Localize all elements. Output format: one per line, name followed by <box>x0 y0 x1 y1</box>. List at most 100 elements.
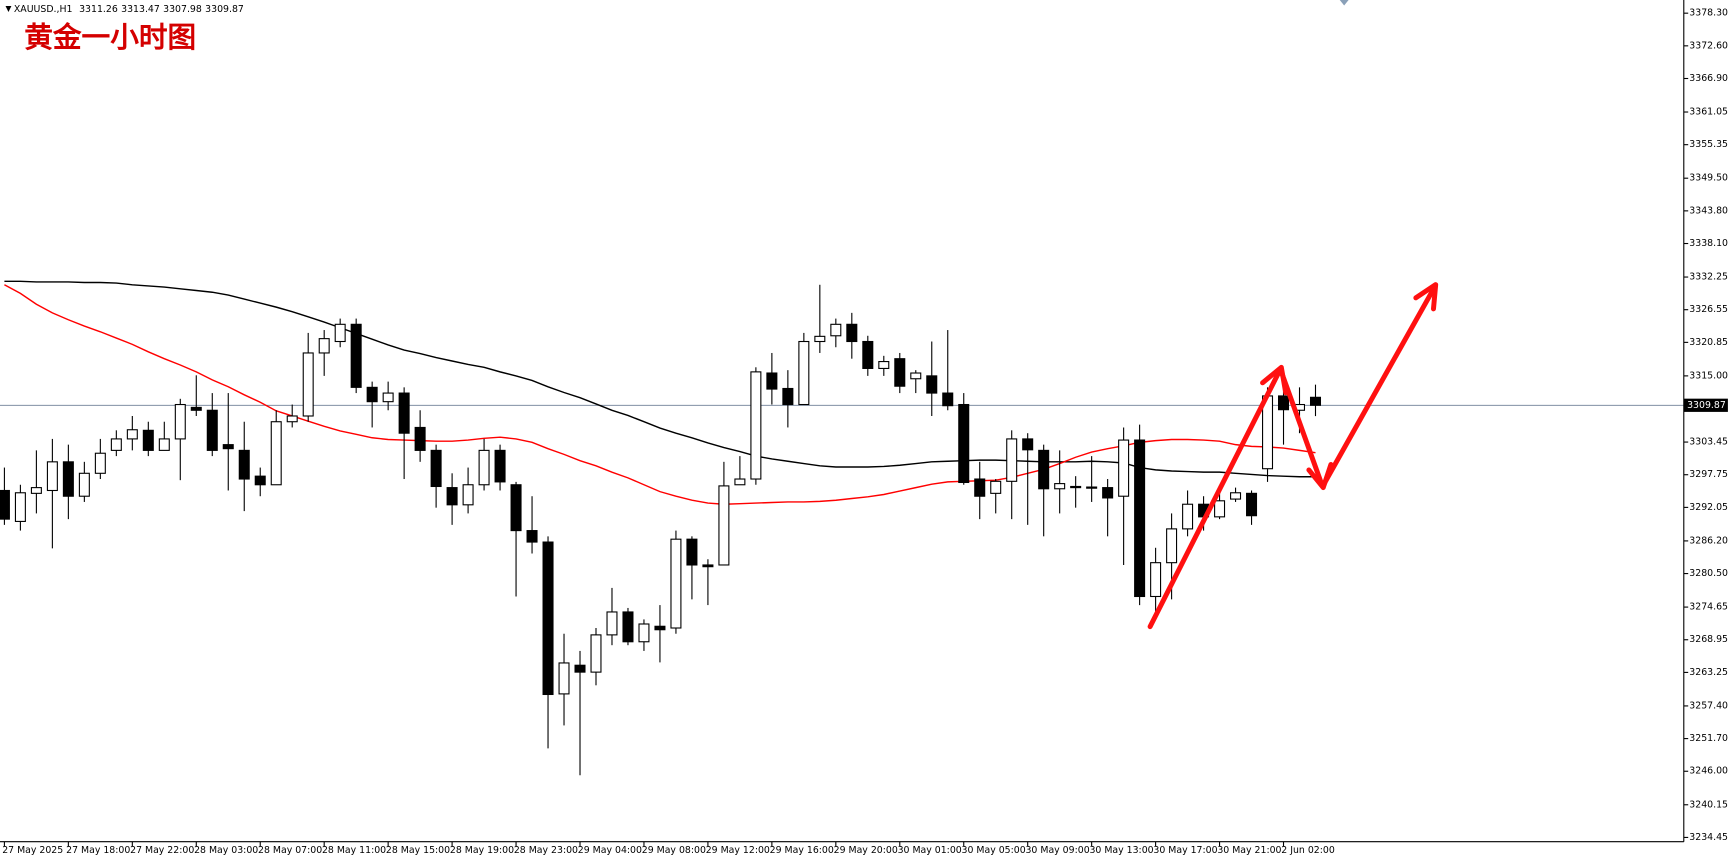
arrow-down <box>1278 369 1325 488</box>
x-tick-label: 27 May 22:00 <box>130 845 194 856</box>
x-tick-label: 27 May 2025 <box>2 845 63 856</box>
x-tick-label: 29 May 08:00 <box>642 845 706 856</box>
x-tick-label: 2 Jun 02:00 <box>1281 845 1335 856</box>
x-tick-label: 28 May 15:00 <box>386 845 450 856</box>
x-tick-label: 28 May 19:00 <box>450 845 514 856</box>
candle-body <box>46 461 58 492</box>
candle-body <box>1006 438 1018 482</box>
y-tick-label: 3274.65 <box>1689 602 1728 613</box>
candle-body <box>990 480 1002 494</box>
y-tick-label: 3251.70 <box>1689 733 1728 744</box>
candle-body <box>494 449 506 483</box>
plot-area <box>0 280 1684 776</box>
candle-body <box>334 323 346 343</box>
x-tick-label: 30 May 13:00 <box>1089 845 1153 856</box>
y-tick-label: 3315.00 <box>1689 370 1728 381</box>
candle-body <box>590 634 602 673</box>
x-tick-label: 30 May 09:00 <box>1025 845 1089 856</box>
candle-body <box>750 371 762 480</box>
y-tick-label: 3234.45 <box>1689 832 1728 843</box>
x-tick-label: 27 May 18:00 <box>66 845 130 856</box>
candle-body <box>174 403 186 440</box>
y-tick-label: 3361.05 <box>1689 107 1728 118</box>
candle-body <box>766 372 778 390</box>
candle-body <box>654 625 666 631</box>
symbol: XAUUSD.,H1 <box>14 3 73 14</box>
candle-body <box>446 487 458 506</box>
candle-body <box>942 392 954 407</box>
candle-body <box>1309 396 1322 406</box>
x-tick-label: 29 May 16:00 <box>770 845 834 856</box>
x-tick-label: 30 May 17:00 <box>1153 845 1217 856</box>
y-tick-label: 3326.55 <box>1689 304 1728 315</box>
candle-body <box>1070 485 1082 489</box>
y-tick-label: 3349.50 <box>1689 173 1728 184</box>
arrow-up <box>1147 369 1282 630</box>
candle-body <box>686 538 698 566</box>
candle-body <box>878 361 890 369</box>
y-tick-label: 3338.10 <box>1689 238 1728 249</box>
y-tick-label: 3303.45 <box>1689 437 1728 448</box>
candle-body <box>894 358 906 387</box>
header-low: 3307.98 <box>163 3 202 14</box>
candle-body <box>846 323 858 343</box>
x-tick-label: 28 May 03:00 <box>194 845 258 856</box>
y-tick-label: 3240.15 <box>1689 799 1728 810</box>
candle-body <box>606 611 618 636</box>
candle-body <box>270 421 282 486</box>
header-high: 3313.47 <box>121 3 160 14</box>
moving-average <box>4 284 1316 505</box>
x-tick-label: 30 May 21:00 <box>1217 845 1281 856</box>
candle-body <box>814 335 826 343</box>
y-tick-label: 3280.50 <box>1689 568 1728 579</box>
y-tick-label: 3286.20 <box>1689 535 1728 546</box>
candle-body <box>910 372 922 380</box>
candle-body <box>366 386 378 403</box>
candle-body <box>926 375 938 394</box>
y-tick-label: 3355.35 <box>1689 139 1728 150</box>
y-tick-label: 3292.05 <box>1689 502 1728 513</box>
x-tick-label: 30 May 01:00 <box>898 845 962 856</box>
candle-body <box>974 478 986 497</box>
x-tick-label: 30 May 05:00 <box>962 845 1026 856</box>
candle-body <box>1102 487 1114 499</box>
candle-body <box>1246 492 1258 517</box>
candle-body <box>638 623 650 643</box>
candle-body <box>670 538 682 629</box>
candle-body <box>1230 492 1242 500</box>
y-tick-label: 3366.90 <box>1689 73 1728 84</box>
candle-body <box>1150 562 1162 598</box>
header-close: 3309.87 <box>205 3 244 14</box>
y-tick-label: 3332.25 <box>1689 272 1728 283</box>
arrowhead <box>1413 282 1439 312</box>
candle-body <box>126 429 138 440</box>
candle-body <box>1214 500 1226 518</box>
arrow-up <box>1320 286 1436 488</box>
y-tick-label: 3372.60 <box>1689 40 1728 51</box>
candle-body <box>958 403 970 484</box>
candle-body <box>158 438 170 451</box>
candle-body <box>782 387 794 406</box>
candle-body <box>110 438 122 451</box>
candle-body <box>222 444 234 450</box>
candle-body <box>430 449 442 488</box>
x-tick-label: 28 May 07:00 <box>258 845 322 856</box>
candle-body <box>462 484 474 506</box>
candle-body <box>142 429 154 451</box>
moving-average <box>4 280 1316 478</box>
candle-body <box>622 611 634 643</box>
candle-body <box>254 475 266 486</box>
candle-body <box>382 392 394 403</box>
candle-body <box>734 478 746 486</box>
header-open: 3311.26 <box>79 3 118 14</box>
candle-body <box>478 449 490 486</box>
candle-body <box>862 340 874 369</box>
candle-body <box>798 340 810 406</box>
candle-body <box>1118 439 1130 497</box>
candle-body <box>206 409 218 451</box>
y-tick-label: 3343.80 <box>1689 205 1728 216</box>
y-tick-label: 3268.95 <box>1689 634 1728 645</box>
x-tick-label: 28 May 23:00 <box>514 845 578 856</box>
candle-body <box>1182 503 1194 530</box>
chart-title: 黄金一小时图 <box>24 20 196 54</box>
